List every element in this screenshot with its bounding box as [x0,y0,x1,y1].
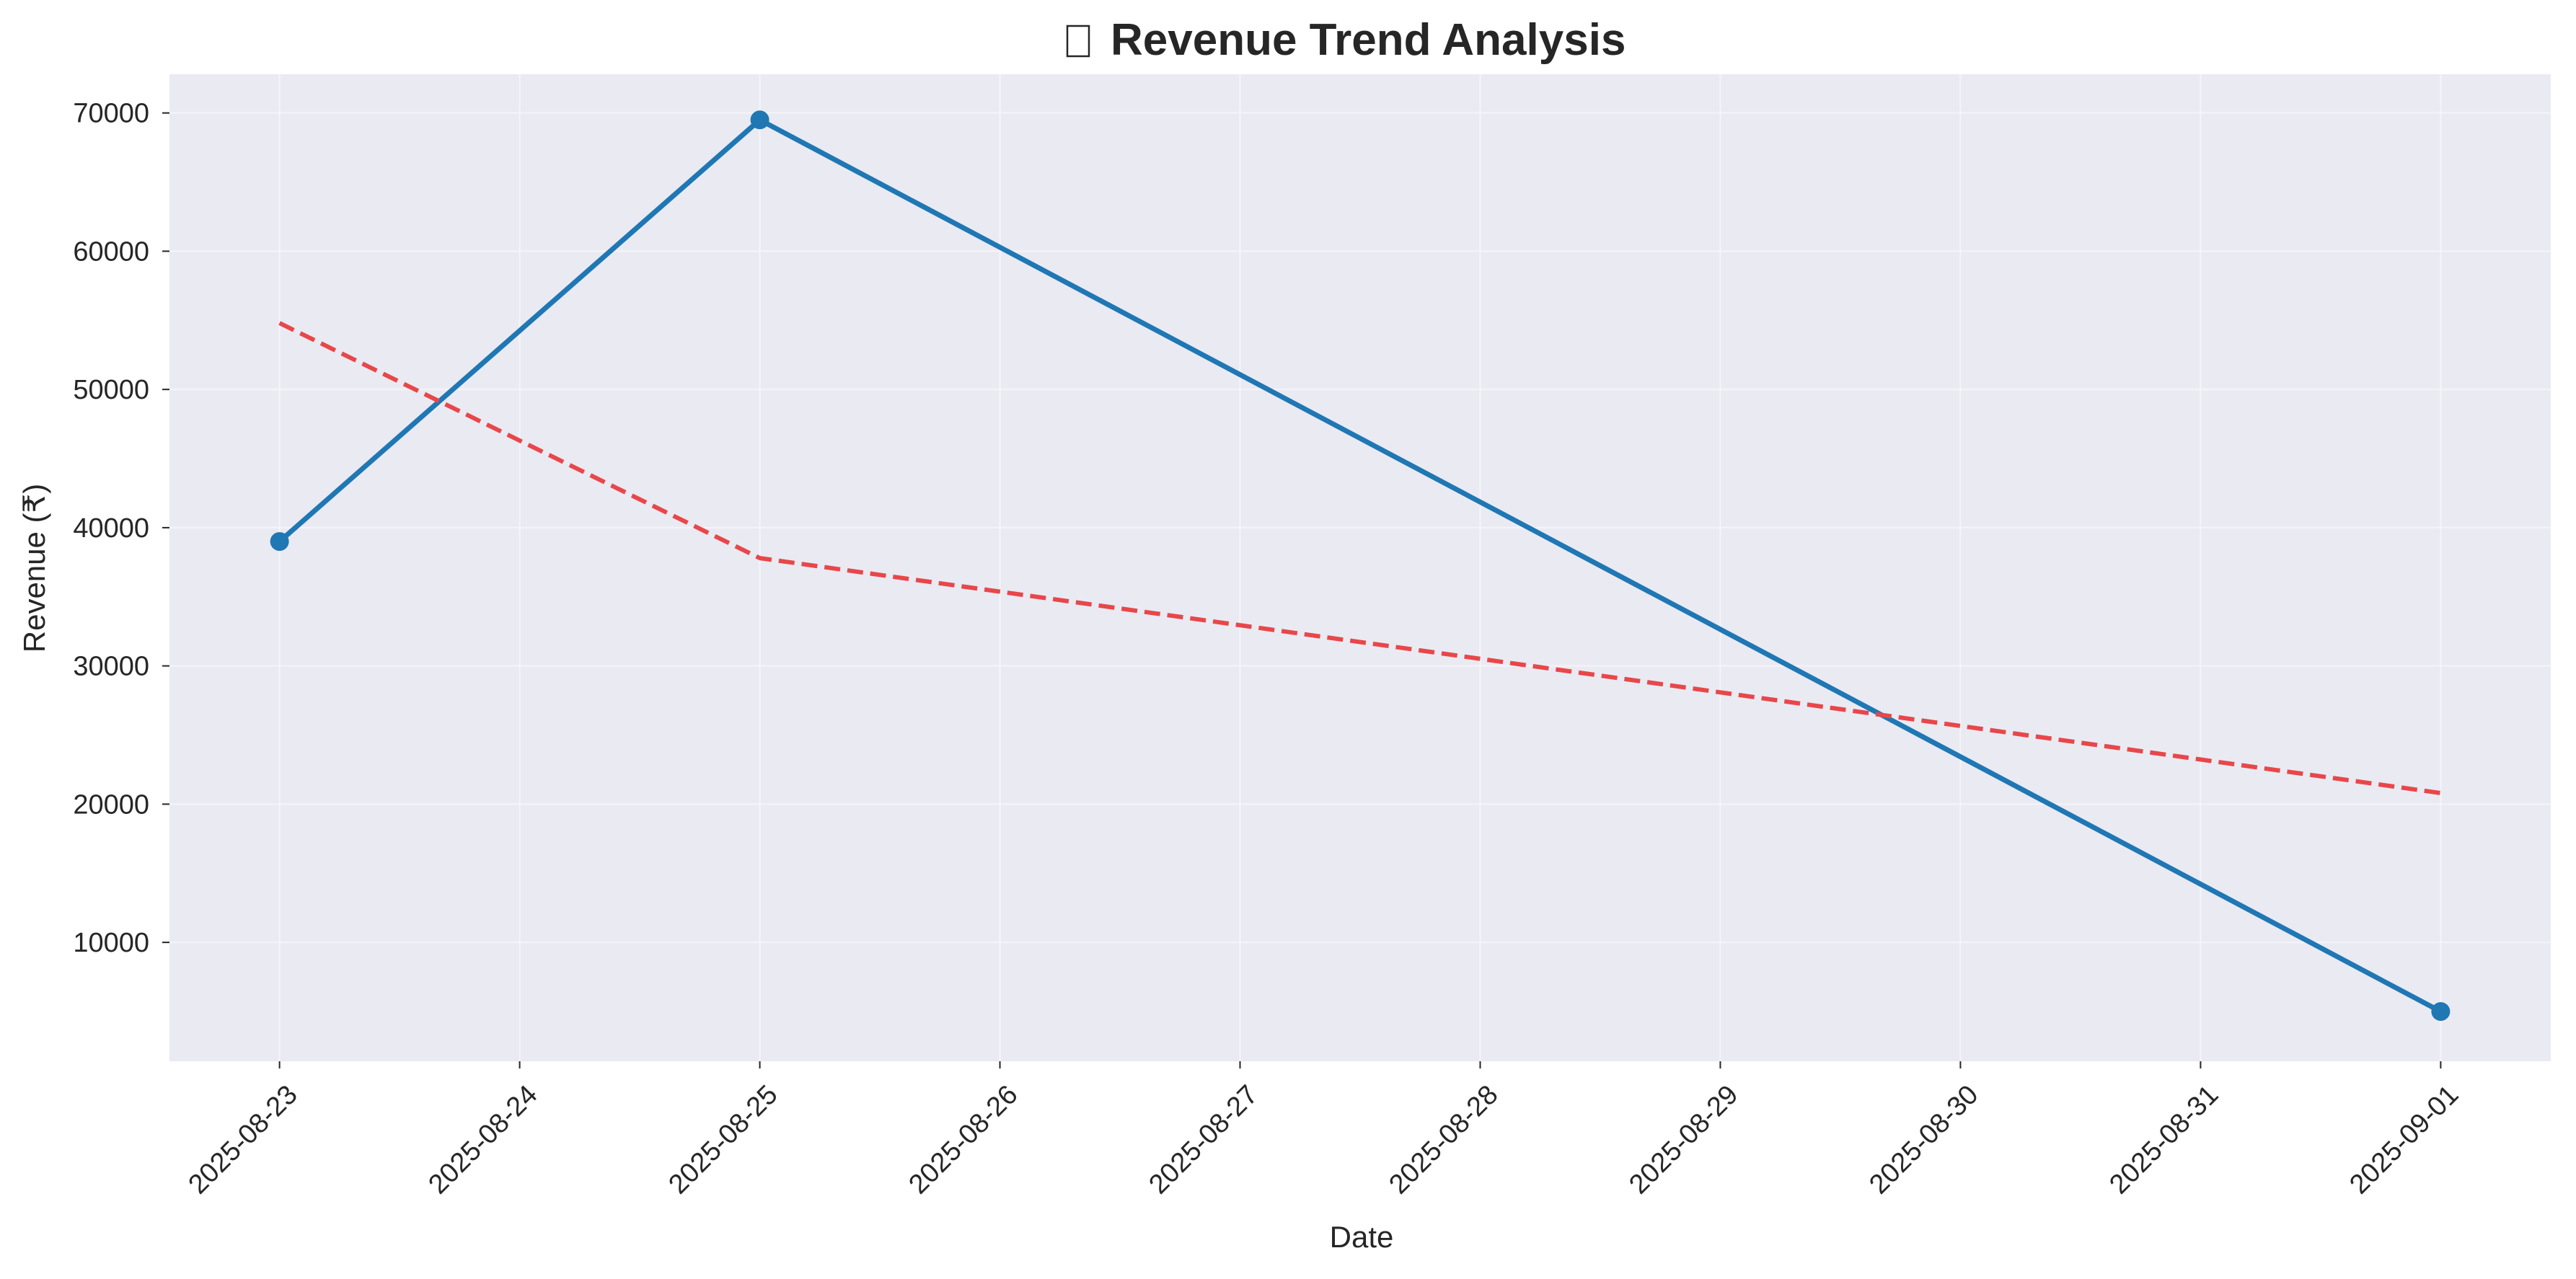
y-tick-label: 20000 [73,789,149,820]
y-tick-label: 50000 [73,375,149,405]
chart-title-text: Revenue Trend Analysis [1111,15,1626,65]
plot-area [169,74,2551,1061]
data-markers [270,110,2451,1021]
x-tick-label: 2025-08-25 [663,1079,783,1200]
revenue-point [750,110,769,130]
x-tick-label: 2025-09-01 [2344,1079,2464,1200]
x-tick-label: 2025-08-28 [1383,1079,1504,1200]
x-tick-label: 2025-08-27 [1143,1079,1263,1200]
y-axis-label: Revenue (₹) [17,484,51,653]
y-tick-label: 60000 [73,236,149,267]
x-tick-label: 2025-08-31 [2104,1079,2224,1200]
x-tick-label: 2025-08-23 [182,1079,303,1200]
x-tick-label: 2025-08-29 [1623,1079,1744,1200]
chart-emoji-icon [1066,25,1090,58]
chart-title: Revenue Trend Analysis [1066,15,1626,65]
y-tick-label: 30000 [73,652,149,682]
y-tick-label: 40000 [73,513,149,544]
x-axis-label: Date [1330,1220,1394,1254]
revenue-point [270,532,289,552]
y-tick-label: 10000 [73,928,149,958]
y-tick-label: 70000 [73,99,149,129]
grid-lines [169,74,2551,1061]
trend-line [278,321,2441,795]
revenue-point [2431,1001,2451,1021]
x-tick-label: 2025-08-26 [903,1079,1023,1200]
x-tick-label: 2025-08-30 [1863,1079,1984,1200]
x-tick-label: 2025-08-24 [423,1079,543,1200]
